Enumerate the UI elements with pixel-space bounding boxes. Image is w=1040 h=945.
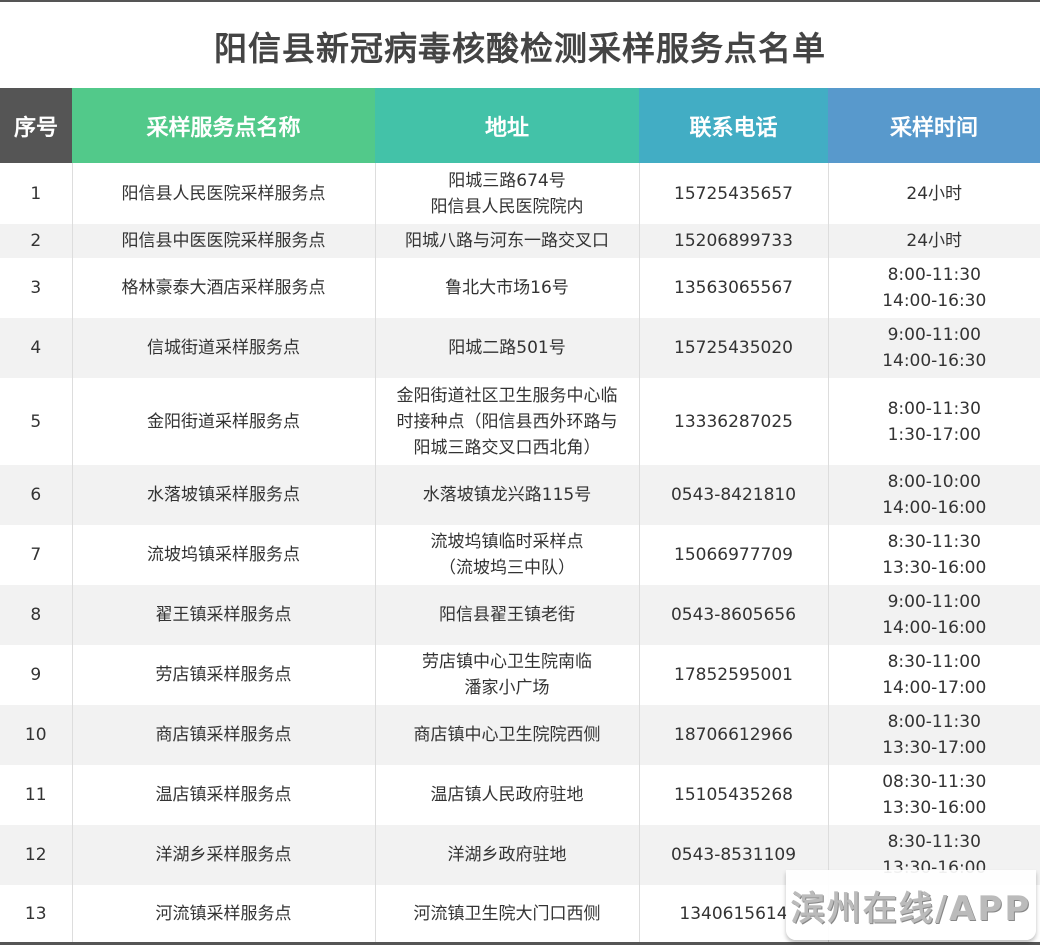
- header-no: 序号: [0, 88, 72, 163]
- table-row: 4 信城街道采样服务点 阳城二路501号 15725435020 9:00-11:00 …: [0, 318, 1040, 378]
- cell-time: 9:00-11:00 14:00-16:30: [827, 318, 1040, 378]
- table-row: 8 翟王镇采样服务点 阳信县翟王镇老街 0543-8605656 9:00-11:00 …: [0, 585, 1040, 645]
- cell-address: 阳城八路与河东一路交叉口: [374, 224, 639, 258]
- cell-name: 金阳街道采样服务点: [71, 378, 375, 465]
- table-row: 10 商店镇采样服务点 商店镇中心卫生院院西侧 18706612966 8:00-11:…: [0, 705, 1040, 765]
- header-time: 采样时间: [828, 88, 1040, 163]
- cell-address: 鲁北大市场16号: [374, 258, 639, 318]
- cell-no: 1: [30, 183, 42, 204]
- cell-phone: 15066977709: [638, 525, 828, 585]
- cell-no: 5: [30, 411, 42, 432]
- cell-no: 9: [30, 665, 42, 685]
- cell-phone: 13336287025: [638, 378, 828, 465]
- cell-address: 河流镇卫生院大门口西侧: [374, 885, 639, 942]
- cell-name: 水落坡镇采样服务点: [71, 465, 375, 525]
- cell-phone: 15725435020: [638, 318, 828, 378]
- cell-name: 洋湖乡采样服务点: [71, 825, 375, 885]
- table-row: 2 阳信县中医医院采样服务点 阳城八路与河东一路交叉口 15206899733 24小时: [0, 224, 1040, 258]
- cell-phone: 13563065567: [638, 258, 828, 318]
- cell-no: 3: [30, 278, 42, 298]
- cell-address: 商店镇中心卫生院院西侧: [374, 705, 639, 765]
- table-row: 1 阳信县人民医院采样服务点 阳城三路674号 阳信县人民医院院内 157254356…: [0, 163, 1040, 224]
- cell-address: 流坡坞镇临时采样点 （流坡坞三中队）: [374, 525, 639, 585]
- cell-phone: 17852595001: [638, 645, 828, 705]
- table-body: 1 阳信县人民医院采样服务点 阳城三路674号 阳信县人民医院院内 157254356…: [0, 163, 1040, 942]
- cell-address: 洋湖乡政府驻地: [374, 825, 639, 885]
- table-row: 3 格林豪泰大酒店采样服务点 鲁北大市场16号 13563065567 8:00-11:…: [0, 258, 1040, 318]
- cell-phone: 0543-8531109: [638, 825, 828, 885]
- table-row: 7 流坡坞镇采样服务点 流坡坞镇临时采样点 （流坡坞三中队） 15066977709 8…: [0, 525, 1040, 585]
- cell-phone: 15725435657: [638, 163, 828, 224]
- table-row: 9 劳店镇采样服务点 劳店镇中心卫生院南临 潘家小广场 17852595001 8:30…: [0, 645, 1040, 705]
- table-row: 6 水落坡镇采样服务点 水落坡镇龙兴路115号 0543-8421810 8:00-10…: [0, 465, 1040, 525]
- cell-address: 阳城二路501号: [374, 318, 639, 378]
- cell-phone: 18706612966: [638, 705, 828, 765]
- cell-phone: 15105435268: [638, 765, 828, 825]
- table-row: 5 金阳街道采样服务点 金阳街道社区卫生服务中心临 时接种点（阳信县西外环路与 阳城…: [0, 378, 1040, 465]
- page-title: 阳信县新冠病毒核酸检测采样服务点名单: [214, 29, 826, 68]
- table-row: 12 洋湖乡采样服务点 洋湖乡政府驻地 0543-8531109 8:30-11:30 …: [0, 825, 1040, 885]
- cell-name: 流坡坞镇采样服务点: [71, 525, 375, 585]
- watermark-logo: 滨州在线/APP: [786, 870, 1036, 940]
- cell-no: 2: [0, 224, 72, 258]
- cell-address: 温店镇人民政府驻地: [374, 765, 639, 825]
- cell-no: 13: [24, 903, 47, 924]
- cell-name: 商店镇采样服务点: [71, 705, 375, 765]
- cell-no: 6: [0, 465, 72, 525]
- cell-time: 8:00-11:30 13:30-17:00: [827, 705, 1040, 765]
- cell-no: 7: [30, 545, 42, 565]
- cell-name: 翟王镇采样服务点: [71, 585, 375, 645]
- sampling-sites-table: 序号 采样服务点名称 地址 联系电话 采样时间 1 阳信县人民医院采样服务点 阳城三…: [0, 88, 1040, 942]
- cell-no: 12: [0, 825, 72, 885]
- cell-address: 劳店镇中心卫生院南临 潘家小广场: [374, 645, 639, 705]
- cell-name: 劳店镇采样服务点: [71, 645, 375, 705]
- top-border: [0, 0, 1040, 2]
- header-address: 地址: [375, 88, 639, 163]
- cell-no: 8: [0, 585, 72, 645]
- cell-name: 阳信县中医医院采样服务点: [71, 224, 375, 258]
- cell-time: 8:30-11:00 14:00-17:00: [827, 645, 1040, 705]
- cell-address: 阳城三路674号 阳信县人民医院院内: [374, 163, 639, 224]
- cell-time: 08:30-11:30 13:30-16:00: [827, 765, 1040, 825]
- cell-name: 河流镇采样服务点: [71, 885, 375, 942]
- cell-no: 4: [0, 318, 72, 378]
- cell-time: 9:00-11:00 14:00-16:00: [827, 585, 1040, 645]
- cell-address: 水落坡镇龙兴路115号: [374, 465, 639, 525]
- cell-time: 24小时: [827, 224, 1040, 258]
- cell-time: 8:30-11:30 13:30-16:00: [827, 525, 1040, 585]
- cell-name: 信城街道采样服务点: [71, 318, 375, 378]
- cell-name: 格林豪泰大酒店采样服务点: [71, 258, 375, 318]
- cell-address: 金阳街道社区卫生服务中心临 时接种点（阳信县西外环路与 阳城三路交叉口西北角）: [374, 378, 639, 465]
- cell-no: 11: [24, 785, 47, 805]
- table-row: 11 温店镇采样服务点 温店镇人民政府驻地 15105435268 08:30-11:3…: [0, 765, 1040, 825]
- cell-address: 阳信县翟王镇老街: [374, 585, 639, 645]
- header-phone: 联系电话: [639, 88, 828, 163]
- cell-phone: 0543-8421810: [638, 465, 828, 525]
- bottom-border: [0, 942, 1040, 945]
- cell-time: 24小时: [827, 163, 1040, 224]
- table-header-row: 序号 采样服务点名称 地址 联系电话 采样时间: [0, 88, 1040, 163]
- cell-phone: 15206899733: [638, 224, 828, 258]
- header-name: 采样服务点名称: [72, 88, 375, 163]
- cell-name: 温店镇采样服务点: [71, 765, 375, 825]
- cell-no: 10: [0, 705, 72, 765]
- cell-name: 阳信县人民医院采样服务点: [71, 163, 375, 224]
- cell-time: 8:00-11:30 1:30-17:00: [827, 378, 1040, 465]
- cell-time: 8:00-11:30 14:00-16:30: [827, 258, 1040, 318]
- cell-phone: 0543-8605656: [638, 585, 828, 645]
- cell-time: 8:00-10:00 14:00-16:00: [827, 465, 1040, 525]
